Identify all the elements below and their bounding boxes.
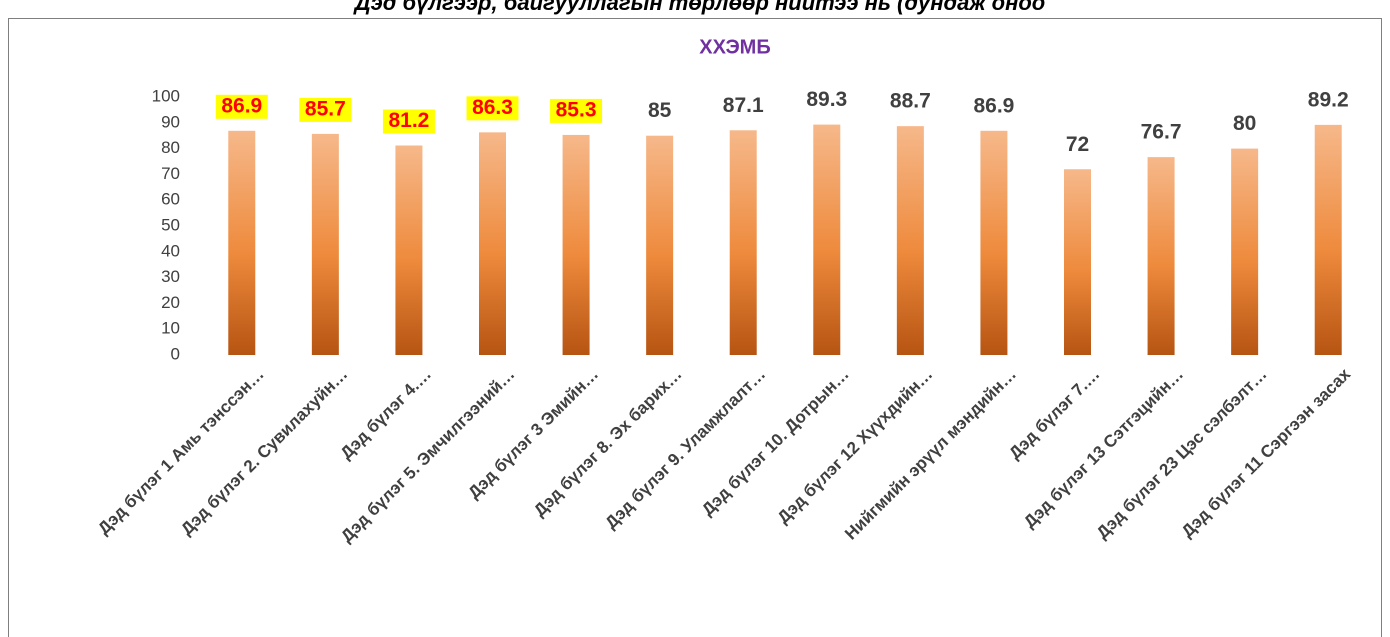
page-header: Дэд бүлгээр, байгууллагын төрлөөр нийтээ… [353,0,1046,15]
data-label: 80 [1233,112,1256,135]
data-label: 87.1 [723,94,764,117]
data-label: 72 [1066,133,1089,156]
x-tick-label: Дэд бүлэг 10. Дотрын… [698,365,853,520]
bar [646,135,674,355]
data-label-highlight [299,97,352,122]
bar [813,124,841,355]
x-tick-label: Дэд бүлэг 2. Сувилахуйн… [177,365,351,539]
data-label: 81.2 [388,109,429,132]
y-tick-label: 70 [161,164,180,183]
x-tick-label: Дэд бүлэг 11 Сэргээн засах [1178,364,1355,541]
y-tick-label: 50 [161,215,180,234]
data-label: 89.2 [1308,88,1349,111]
data-label-highlight [466,96,519,121]
bar [562,134,590,355]
bar [1314,124,1342,355]
data-label-highlight [382,109,435,134]
bar [1064,169,1091,355]
data-label: 86.3 [472,96,513,119]
y-tick-label: 90 [161,112,180,131]
x-tick-label: Нийгмийн эрүүл мэндийн… [841,365,1020,544]
data-label: 86.9 [221,94,262,117]
y-tick-label: 100 [152,86,180,105]
y-tick-label: 80 [161,138,180,157]
bar [729,130,757,355]
y-tick-label: 20 [161,293,180,312]
y-tick-label: 40 [161,241,180,260]
data-label: 85.7 [305,97,346,120]
bar [395,145,423,355]
y-tick-label: 0 [171,344,180,363]
data-label: 85.3 [556,98,597,121]
y-tick-label: 30 [161,267,180,286]
x-tick-label: Дэд бүлэг 9. Уламжлалт… [601,365,769,533]
y-tick-label: 10 [161,319,180,338]
data-label: 85 [648,99,672,122]
data-label: 89.3 [806,88,847,111]
bar [1231,148,1259,355]
data-label: 76.7 [1141,121,1182,144]
data-label-highlight [215,94,268,119]
chart-frame [8,18,1382,637]
bar [479,132,506,355]
y-tick-label: 60 [161,190,180,209]
data-label: 88.7 [890,90,931,113]
x-tick-label: Дэд бүлэг 1 Амь тэнссэн… [94,365,268,539]
x-tick-label: Дэд бүлэг 12 Хүүхдийн… [774,365,937,528]
data-label-highlight [550,98,603,123]
data-label: 86.9 [973,94,1014,117]
x-tick-label: Дэд бүлэг 8. Эх барих… [530,365,686,521]
bar [896,126,924,356]
bar [228,130,256,355]
bar [311,133,339,355]
x-tick-label: Дэд бүлэг 5. Эмчилгээний… [337,365,518,546]
chart-title: ХХЭМБ [699,36,770,58]
x-tick-label: Дэд бүлэг 23 Цэс сэлбэлт… [1093,365,1271,543]
bar [980,130,1008,355]
bar [1147,157,1175,355]
x-tick-label: Дэд бүлэг 13 Сэтгэцийн… [1020,365,1187,532]
